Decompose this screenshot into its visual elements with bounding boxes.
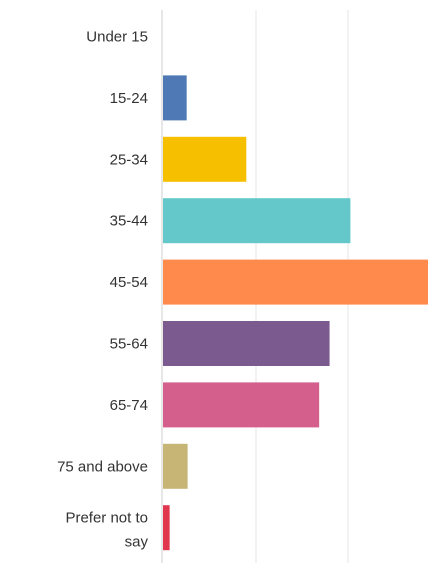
category-label: 25-34 [110, 151, 148, 168]
bar-35-44 [163, 198, 351, 244]
category-label: Prefer not to say [65, 510, 148, 551]
bar-75-and-above [163, 443, 188, 489]
bars [163, 75, 428, 551]
category-label: 65-74 [110, 397, 148, 414]
category-labels: Under 15 15-24 25-34 35-44 45-54 55-64 65-74 75… [57, 29, 148, 551]
bar-55-64 [163, 321, 330, 366]
bar-prefer-not-to-say [163, 505, 170, 551]
bar-15-24 [163, 75, 187, 121]
bar-65-74 [163, 382, 320, 428]
bar-25-34 [163, 136, 247, 182]
category-label: 45-54 [110, 274, 148, 291]
category-label: 15-24 [110, 90, 148, 107]
bar-45-54 [163, 259, 428, 305]
category-label: 35-44 [110, 213, 148, 230]
category-label: Under 15 [86, 29, 148, 46]
category-label: 75 and above [57, 458, 148, 475]
category-label: 55-64 [110, 336, 148, 353]
